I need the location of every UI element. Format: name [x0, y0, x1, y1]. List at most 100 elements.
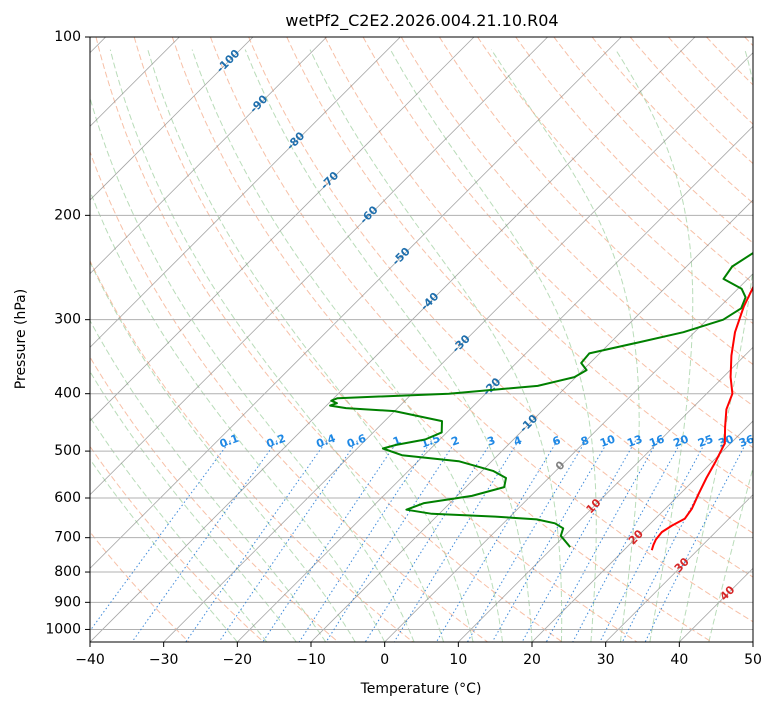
mixing-ratio-line	[572, 440, 683, 642]
moist-adiabats	[90, 49, 753, 642]
isotherm-line	[163, 52, 753, 642]
dry-adiabat	[133, 37, 638, 642]
mixing-ratio-line	[185, 440, 328, 642]
mixing-ratio-line	[491, 440, 609, 642]
isotherm-label: 10	[584, 496, 604, 516]
mixing-ratio-label: 0.1	[218, 432, 241, 451]
dry-adiabat	[477, 37, 753, 325]
isotherm-line	[90, 37, 475, 422]
y-tick-label: 500	[54, 443, 81, 459]
moist-adiabat	[309, 49, 563, 642]
pressure-gridlines	[90, 37, 753, 630]
isotherm-line	[310, 199, 753, 642]
x-tick-label: 20	[523, 652, 541, 668]
dry-adiabat	[668, 37, 753, 125]
moist-adiabat	[191, 49, 503, 642]
dry-adiabat	[90, 445, 264, 642]
y-tick-label: 300	[54, 312, 81, 328]
x-tick-label: −10	[296, 652, 326, 668]
mixing-ratio-line	[298, 440, 432, 642]
moist-adiabat	[90, 416, 268, 642]
moist-adiabat	[244, 49, 533, 642]
moist-adiabat	[678, 49, 753, 642]
isotherm-label: 40	[717, 583, 737, 603]
mixing-ratio-label: 10	[598, 432, 617, 450]
isotherm-label: -100	[214, 47, 243, 76]
isotherm-label: -50	[390, 245, 413, 268]
dry-adiabat	[90, 150, 488, 642]
dry-adiabat	[438, 37, 753, 366]
isotherm-line	[605, 494, 753, 642]
mixing-ratio-line	[521, 440, 637, 642]
dry-adiabat	[362, 37, 753, 449]
mixing-ratio-line	[545, 440, 659, 642]
mixing-ratio-label: 6	[551, 434, 563, 449]
dry-adiabat	[210, 37, 753, 623]
moist-adiabat	[389, 49, 597, 642]
moist-adiabat	[490, 49, 640, 642]
dry-adiabat	[248, 37, 753, 578]
mixing-ratio-line	[218, 440, 358, 642]
mixing-ratio-label: 0.4	[314, 432, 337, 451]
isotherm-lines	[90, 37, 753, 642]
y-tick-label: 700	[54, 530, 81, 546]
mixing-ratio-label: 1	[391, 434, 403, 449]
moist-adiabat	[109, 49, 445, 642]
moist-adiabat	[615, 49, 694, 642]
isotherm-label: -70	[318, 169, 341, 192]
mixing-ratio-line	[599, 440, 707, 642]
dry-adiabats	[90, 37, 753, 642]
dry-adiabat	[90, 356, 339, 642]
isotherm-line	[90, 37, 548, 496]
y-tick-label: 900	[54, 594, 81, 610]
x-tick-label: −30	[149, 652, 179, 668]
sounding-series	[329, 251, 753, 551]
isotherm-line	[90, 37, 254, 201]
mixing-ratio-label: 25	[696, 432, 715, 449]
dry-adiabat	[90, 259, 414, 642]
mixing-ratio-line	[325, 440, 457, 642]
temperature-profile	[650, 285, 753, 551]
isotherm-line	[90, 37, 696, 642]
moist-adiabat	[708, 466, 753, 642]
isotherm-line	[679, 567, 753, 642]
y-tick-label: 200	[54, 207, 81, 223]
mixing-ratio-label: 4	[512, 434, 524, 449]
x-tick-label: −40	[75, 652, 105, 668]
mixing-ratio-line	[435, 440, 558, 642]
isotherm-label: -20	[480, 375, 503, 398]
isotherm-line	[384, 273, 753, 642]
mixing-ratio-label: 1.5	[419, 432, 442, 451]
chart-title: wetPf2_C2E2.2026.004.21.10.R04	[285, 11, 558, 31]
isotherm-line	[90, 37, 622, 569]
moist-adiabat	[90, 189, 386, 642]
moist-adiabat	[90, 96, 415, 642]
dry-adiabat	[629, 37, 753, 165]
mixing-ratio-label: 30	[717, 432, 736, 450]
background-line-labels: -100-90-80-70-60-50-40-30-20-10010203040…	[214, 47, 753, 604]
y-tick-label: 100	[54, 29, 81, 45]
dry-adiabat	[90, 531, 190, 642]
moist-adiabat	[147, 49, 474, 642]
isotherm-label: -10	[517, 412, 540, 435]
y-tick-label: 800	[54, 564, 81, 580]
isotherm-label: -60	[357, 203, 380, 226]
x-tick-label: 30	[597, 652, 615, 668]
y-axis-title: Pressure (hPa)	[13, 289, 29, 389]
mixing-ratio-label: 2	[449, 434, 461, 449]
mixing-ratio-line	[467, 440, 587, 642]
moist-adiabat	[90, 370, 297, 642]
isotherm-line	[752, 641, 753, 642]
mixing-ratio-label: 13	[625, 432, 644, 449]
isotherm-label: -30	[449, 332, 472, 355]
mixing-ratio-line	[131, 440, 278, 642]
dry-adiabat	[744, 37, 753, 47]
moist-adiabat	[90, 260, 356, 642]
mixing-ratio-line	[90, 440, 231, 632]
mixing-ratio-line	[644, 440, 748, 642]
mixing-ratio-line	[621, 440, 728, 642]
x-tick-label: −20	[223, 652, 253, 668]
mixing-ratio-label: 0.6	[345, 432, 368, 451]
isotherm-line	[90, 37, 401, 348]
